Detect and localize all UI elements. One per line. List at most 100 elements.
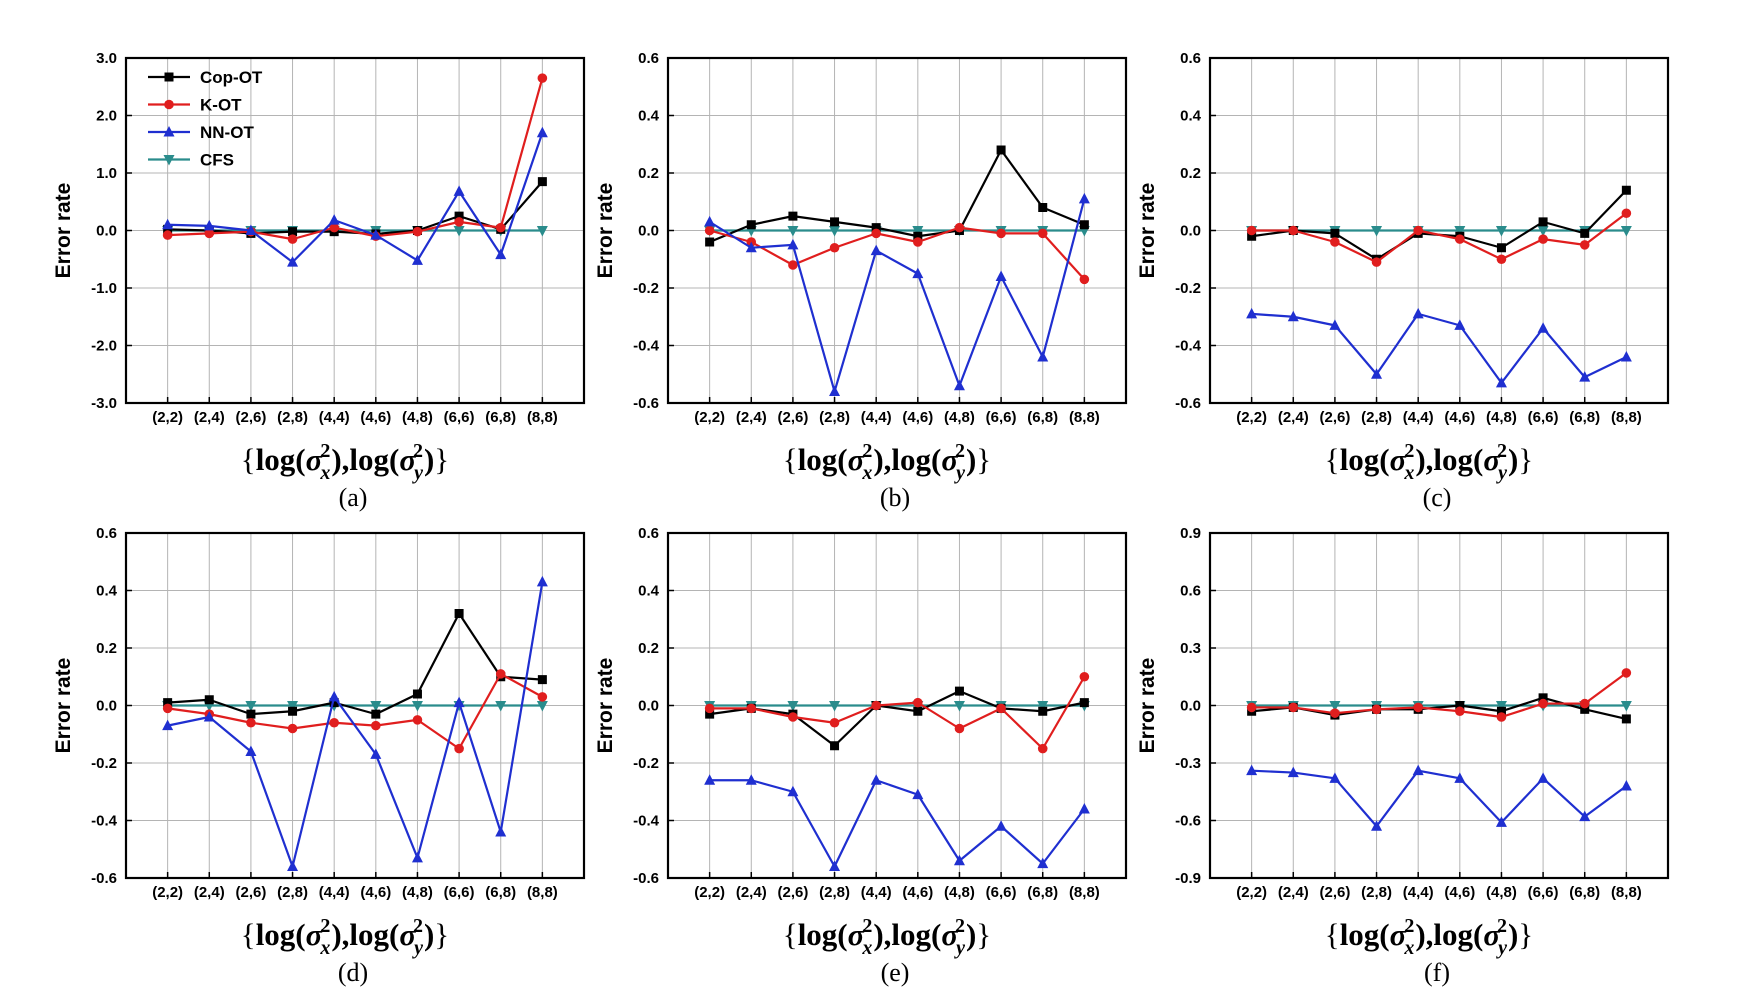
data-point-cop-ot xyxy=(705,709,715,719)
chart-panel-c: 0.6 0.4 0.2 0.0 -0.2 -0.4 -0.6 (2,2) (2,4) (2,6) (… xyxy=(1136,50,1670,512)
data-point-nn-ot xyxy=(787,785,799,797)
data-point-k-ot xyxy=(537,692,548,702)
data-point-nn-ot xyxy=(1537,322,1549,333)
x-tick-label: (8,8) xyxy=(527,884,558,901)
x-tick-label: (2,6) xyxy=(777,409,808,426)
x-tick-label: (4,4) xyxy=(1403,884,1434,901)
y-tick-label: 0.0 xyxy=(1180,223,1201,240)
x-axis-label: {log(σx2),log(σy2)} xyxy=(1325,440,1533,484)
legend-label-k-ot: K-OT xyxy=(200,96,242,115)
plot-frame xyxy=(666,56,1128,405)
data-point-nn-ot xyxy=(328,214,340,225)
data-point-cfs xyxy=(1037,701,1049,712)
data-point-nn-ot xyxy=(1287,766,1299,778)
y-tick-label: 0.0 xyxy=(1180,698,1201,715)
x-tick-label: (6,8) xyxy=(1569,884,1600,901)
x-tick-label: (6,6) xyxy=(986,884,1017,901)
data-point-nn-ot xyxy=(1371,820,1383,831)
x-tick-label: (2,8) xyxy=(1361,884,1392,901)
series-line-cop-ot xyxy=(709,148,1085,244)
x-tick-label: (2,2) xyxy=(152,409,183,426)
data-point-cop-ot xyxy=(788,211,798,221)
data-point-k-ot xyxy=(1371,257,1382,267)
data-point-cop-ot xyxy=(454,211,464,221)
data-point-k-ot xyxy=(1288,225,1299,236)
data-point-cfs xyxy=(536,226,548,237)
data-point-cfs xyxy=(829,701,841,712)
data-point-nn-ot xyxy=(536,126,548,138)
series-k-ot xyxy=(1246,208,1632,267)
x-tick-label: (6,6) xyxy=(444,884,475,901)
data-point-cop-ot xyxy=(1580,228,1590,238)
series-nn-ot xyxy=(1246,764,1632,831)
data-point-cop-ot xyxy=(288,227,298,237)
y-tick-label: -0.4 xyxy=(1175,338,1202,355)
data-point-cop-ot xyxy=(537,177,547,187)
data-point-k-ot xyxy=(996,703,1006,714)
series-k-ot xyxy=(1246,668,1632,722)
data-point-k-ot xyxy=(1579,698,1590,709)
x-tick-label: (6,8) xyxy=(1569,409,1600,426)
y-tick-label: -0.2 xyxy=(1175,280,1201,297)
x-tick-label: (6,8) xyxy=(1027,884,1058,901)
series-line-cop-ot xyxy=(709,690,1085,747)
x-axis-label: {log(σx2),log(σy2)} xyxy=(241,915,449,959)
y-tick-label: -2.0 xyxy=(91,338,117,355)
data-point-cop-ot xyxy=(1247,231,1257,241)
data-point-k-ot xyxy=(913,237,923,247)
data-point-k-ot xyxy=(495,669,506,679)
data-point-k-ot xyxy=(1079,671,1090,682)
plot-frame xyxy=(1208,56,1670,405)
legend-label-cop-ot: Cop-OT xyxy=(200,68,263,87)
series-cop-ot xyxy=(705,145,1089,247)
y-tick-label: 0.0 xyxy=(638,223,659,240)
x-tick-label: (2,8) xyxy=(819,409,850,426)
y-tick-label: -0.2 xyxy=(633,755,659,772)
data-point-nn-ot xyxy=(1329,772,1341,783)
series-line-k-ot xyxy=(709,226,1086,281)
data-point-k-ot xyxy=(1037,228,1048,239)
data-point-cfs xyxy=(1371,226,1383,237)
data-point-nn-ot xyxy=(912,788,924,800)
x-tick-label: (6,6) xyxy=(1528,884,1559,901)
data-point-k-ot xyxy=(162,703,173,714)
series-nn-ot xyxy=(1246,307,1632,388)
data-point-k-ot xyxy=(287,234,298,244)
x-tick-label: (2,2) xyxy=(1236,884,1267,901)
x-tick-label: (6,6) xyxy=(986,409,1017,426)
x-tick-label: (4,4) xyxy=(319,409,350,426)
x-tick-label: (2,2) xyxy=(1236,409,1267,426)
data-point-k-ot xyxy=(704,225,715,236)
data-point-cop-ot xyxy=(1455,701,1465,710)
data-point-cfs xyxy=(495,701,507,712)
x-tick-label: (2,2) xyxy=(694,884,725,901)
data-point-nn-ot xyxy=(328,690,340,702)
x-tick-label: (4,6) xyxy=(902,409,933,426)
series-nn-ot xyxy=(162,126,548,267)
x-tick-label: (6,6) xyxy=(1528,409,1559,426)
data-point-nn-ot xyxy=(1620,780,1632,791)
data-point-cfs xyxy=(1537,226,1549,237)
x-tick-label: (8,8) xyxy=(1611,409,1642,426)
panel-label: (d) xyxy=(338,958,368,987)
data-point-k-ot xyxy=(1579,240,1590,250)
data-point-k-ot xyxy=(788,260,798,270)
data-point-k-ot xyxy=(1079,274,1090,285)
x-tick-label: (2,8) xyxy=(1361,409,1392,426)
plot-frame xyxy=(666,531,1128,880)
legend-label-cfs: CFS xyxy=(200,151,234,170)
data-point-cop-ot xyxy=(830,217,840,227)
data-point-k-ot xyxy=(954,723,965,734)
data-point-nn-ot xyxy=(745,774,757,785)
x-tick-label: (4,8) xyxy=(1486,884,1517,901)
x-tick-label: (2,8) xyxy=(277,409,308,426)
data-point-nn-ot xyxy=(245,224,257,235)
y-tick-label: 0.2 xyxy=(638,165,659,182)
data-point-k-ot xyxy=(746,703,757,714)
data-point-k-ot xyxy=(1455,234,1465,244)
data-point-nn-ot xyxy=(1495,816,1507,827)
data-point-nn-ot xyxy=(1412,764,1424,776)
data-point-cop-ot xyxy=(954,686,964,696)
data-point-cfs xyxy=(787,701,799,712)
x-tick-label: (2,4) xyxy=(194,884,225,901)
